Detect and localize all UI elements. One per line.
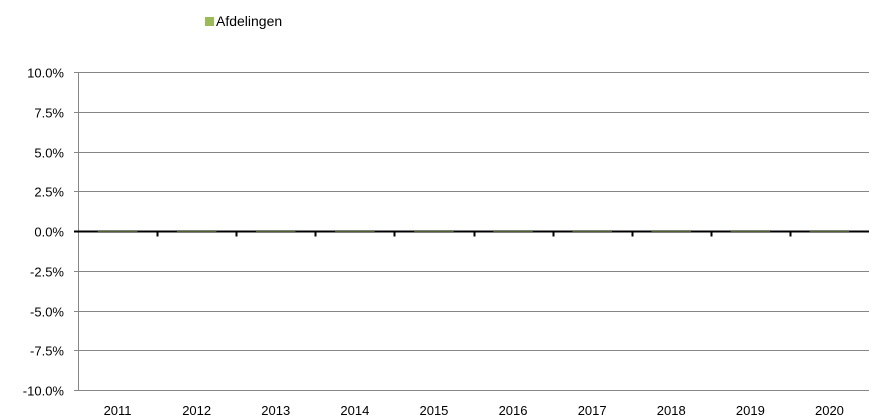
gridlines [74, 72, 869, 391]
x-tick-label: 2012 [182, 403, 211, 418]
x-tick-label: 2018 [657, 403, 686, 418]
x-tick-label: 2019 [736, 403, 765, 418]
legend: Afdelingen [205, 13, 282, 29]
x-tick-label: 2016 [499, 403, 528, 418]
bar [414, 231, 454, 232]
bar [97, 231, 138, 232]
bars [97, 231, 850, 232]
y-tick-label: -10.0% [23, 384, 65, 399]
y-axis: 10.0% 7.5% 5.0% 2.5% 0.0% -2.5% -5.0% -7.5% -10.… [23, 66, 79, 399]
x-tick-label: 2015 [419, 403, 448, 418]
x-tick-label: 2017 [578, 403, 607, 418]
y-tick-label: -7.5% [30, 344, 64, 359]
x-tick-label: 2014 [340, 403, 369, 418]
bar [176, 231, 217, 232]
bar [255, 231, 296, 232]
bar [651, 231, 692, 232]
bar [572, 231, 612, 232]
bar [730, 231, 771, 232]
x-tick-label: 2020 [815, 403, 844, 418]
x-tick-label: 2011 [104, 403, 132, 418]
y-tick-label: 2.5% [34, 185, 64, 200]
y-tick-label: -2.5% [30, 265, 64, 280]
legend-label: Afdelingen [216, 13, 282, 29]
y-tick-label: 5.0% [34, 146, 64, 161]
bar [493, 231, 533, 232]
bar [335, 231, 375, 232]
bar [809, 231, 850, 232]
y-tick-label: 7.5% [34, 106, 64, 121]
y-tick-label: 0.0% [34, 225, 64, 240]
x-tick-label: 2013 [261, 403, 290, 418]
legend-swatch [205, 17, 214, 26]
y-tick-label: 10.0% [27, 66, 64, 81]
y-tick-label: -5.0% [30, 305, 64, 320]
